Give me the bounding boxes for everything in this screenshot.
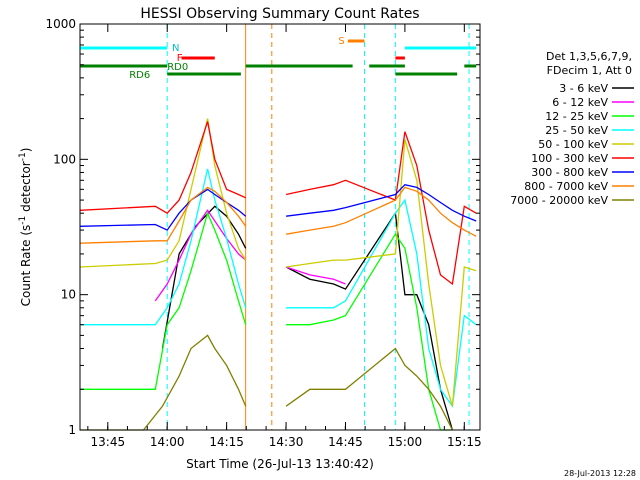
legend: Det 1,3,5,6,7,9, FDecim 1, Att 0 3 - 6 k… (510, 50, 634, 207)
series-line-3 (80, 168, 477, 408)
legend-label: 25 - 50 keV (545, 124, 608, 137)
flag-label-rd0: RD0 (167, 62, 188, 73)
series-line-4 (79, 118, 477, 407)
x-tick-label: 13:45 (91, 435, 126, 449)
legend-label: 300 - 800 keV (531, 166, 608, 179)
y-tick-label: 10 (61, 288, 76, 302)
legend-label: 12 - 25 keV (545, 110, 608, 123)
x-tick-label: 14:00 (150, 435, 185, 449)
series-line-5 (79, 121, 477, 286)
x-tick-label: 14:15 (209, 435, 244, 449)
series-line-0 (161, 205, 454, 431)
flag-label-s: S (338, 36, 344, 47)
x-tick-label: 15:00 (388, 435, 423, 449)
y-axis-label-sup2: -1 (18, 152, 28, 161)
series-line-7 (79, 186, 477, 244)
plot-area: NF S RD0 RD6 (79, 24, 477, 431)
chart-title: HESSI Observing Summary Count Rates (140, 6, 419, 22)
y-axis-ticks: 1 10 100 1000 (45, 17, 480, 437)
series-line-6 (79, 183, 477, 231)
x-axis-label: Start Time (26-Jul-13 13:40:42) (186, 457, 374, 471)
legend-label: 800 - 7000 keV (524, 180, 608, 193)
timestamp: 28-Jul-2013 12:28 (564, 469, 636, 478)
y-tick-label: 100 (53, 152, 76, 166)
flag-label-f: F (177, 53, 183, 64)
series-line-1 (154, 209, 346, 302)
x-tick-label: 14:45 (328, 435, 363, 449)
legend-label: 6 - 12 keV (552, 96, 608, 109)
legend-header-line1: Det 1,3,5,6,7,9, (546, 50, 632, 63)
x-tick-label: 14:30 (269, 435, 304, 449)
x-axis-ticks: 13:45 14:00 14:15 14:30 14:45 15:00 15:15 (87, 24, 482, 449)
legend-label: 50 - 100 keV (538, 138, 608, 151)
flag-label-n: N (172, 43, 179, 54)
y-axis-label-suffix: ) (19, 148, 33, 153)
legend-header-line2: FDecim 1, Att 0 (547, 64, 632, 77)
legend-label: 7000 - 20000 keV (510, 194, 608, 207)
y-tick-label: 1 (68, 423, 76, 437)
series-line-8 (80, 334, 453, 431)
plot-frame (79, 23, 481, 431)
legend-label: 3 - 6 keV (559, 82, 608, 95)
y-axis-label-mid: detector (19, 161, 33, 216)
legend-label: 100 - 300 keV (531, 152, 608, 165)
x-tick-label: 15:15 (447, 435, 482, 449)
y-axis-label-sup1: -1 (18, 216, 28, 225)
series-line-2 (80, 211, 453, 431)
y-axis-label-prefix: Count Rate (s (19, 225, 33, 307)
y-axis-label: Count Rate (s-1 detector-1) (18, 148, 33, 307)
y-tick-label: 1000 (45, 17, 76, 31)
flag-label-rd6: RD6 (129, 70, 150, 81)
